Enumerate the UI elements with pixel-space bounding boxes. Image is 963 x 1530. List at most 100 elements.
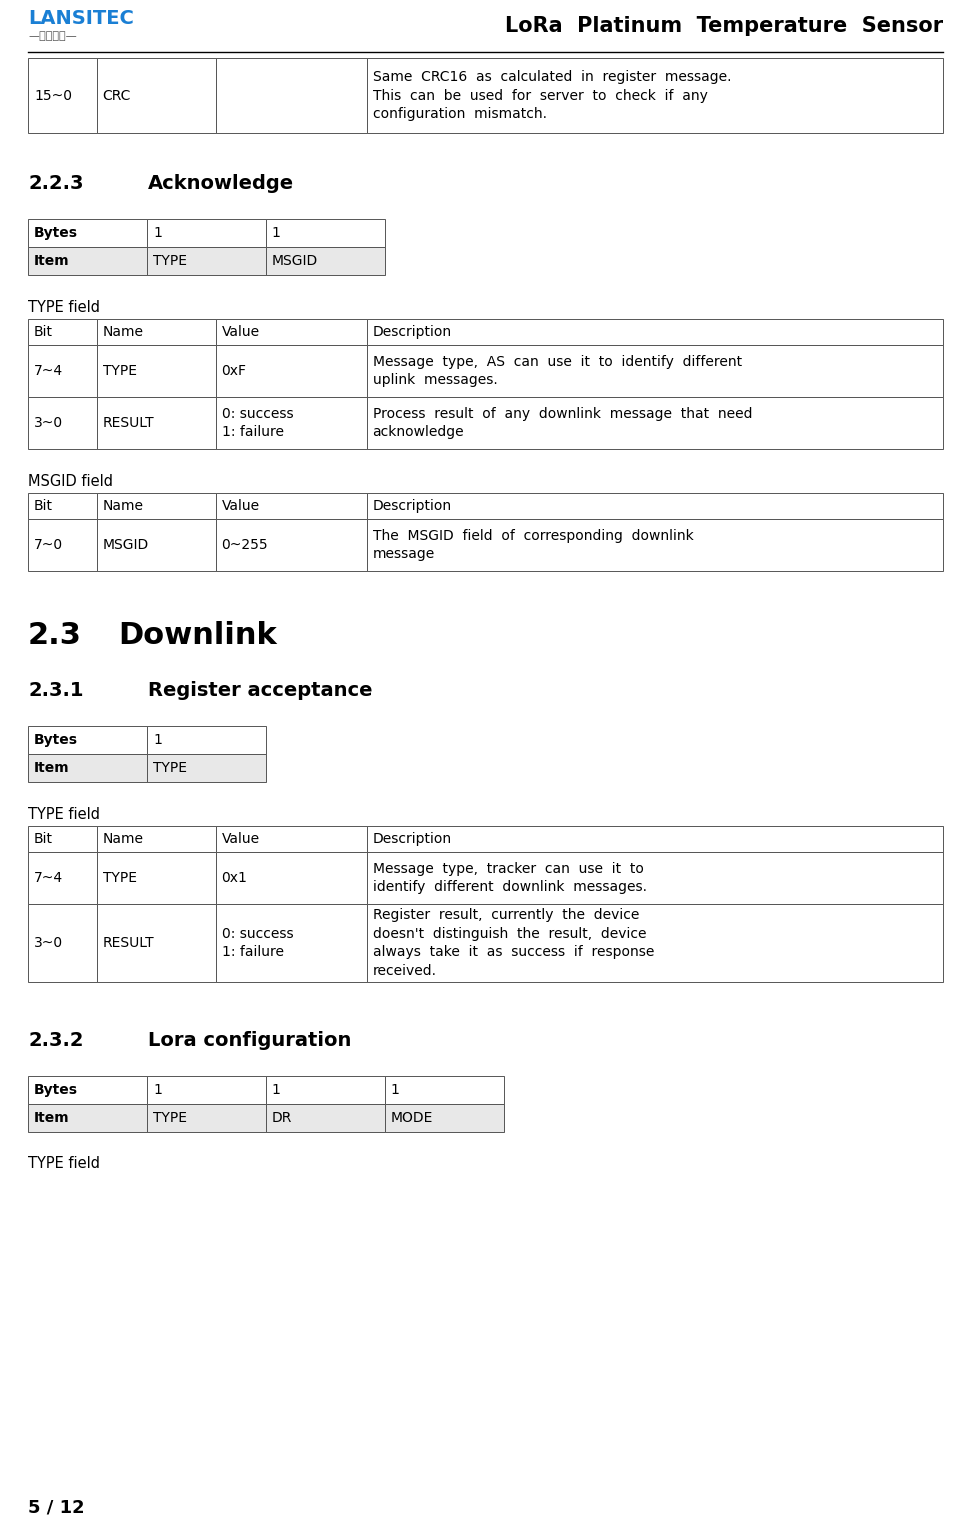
Text: 7~4: 7~4: [34, 871, 64, 884]
Bar: [216, 58, 367, 133]
Bar: [28, 1076, 147, 1105]
Bar: [147, 1105, 266, 1132]
Bar: [96, 58, 216, 133]
Bar: [266, 246, 385, 275]
Bar: [216, 826, 367, 852]
Text: LoRa  Platinum  Temperature  Sensor: LoRa Platinum Temperature Sensor: [505, 15, 943, 37]
Bar: [28, 344, 96, 396]
Text: Lora configuration: Lora configuration: [148, 1031, 351, 1050]
Bar: [28, 493, 96, 519]
Bar: [28, 727, 147, 754]
Text: Bit: Bit: [34, 499, 53, 513]
Bar: [385, 1076, 504, 1105]
Text: MSGID: MSGID: [272, 254, 318, 268]
Text: 0x1: 0x1: [221, 871, 247, 884]
Text: Register acceptance: Register acceptance: [148, 681, 373, 699]
Bar: [216, 493, 367, 519]
Text: 2.3.1: 2.3.1: [28, 681, 84, 699]
Bar: [367, 318, 943, 344]
Bar: [96, 904, 216, 982]
Text: Value: Value: [221, 499, 260, 513]
Text: Process  result  of  any  downlink  message  that  need
acknowledge: Process result of any downlink message t…: [373, 407, 752, 439]
Bar: [28, 904, 96, 982]
Bar: [147, 246, 266, 275]
Bar: [28, 519, 96, 571]
Bar: [147, 1076, 266, 1105]
Text: 15~0: 15~0: [34, 89, 72, 103]
Bar: [147, 754, 266, 782]
Text: 3~0: 3~0: [34, 416, 64, 430]
Text: 7~0: 7~0: [34, 539, 64, 552]
Bar: [28, 219, 147, 246]
Text: 0xF: 0xF: [221, 364, 247, 378]
Text: RESULT: RESULT: [103, 416, 154, 430]
Text: Item: Item: [34, 254, 69, 268]
Text: CRC: CRC: [103, 89, 131, 103]
Text: Value: Value: [221, 832, 260, 846]
Bar: [216, 519, 367, 571]
Text: TYPE field: TYPE field: [28, 1157, 100, 1172]
Text: MSGID field: MSGID field: [28, 473, 113, 488]
Text: Value: Value: [221, 324, 260, 340]
Bar: [28, 1105, 147, 1132]
Text: Name: Name: [103, 324, 143, 340]
Bar: [367, 493, 943, 519]
Bar: [96, 519, 216, 571]
Text: 0~255: 0~255: [221, 539, 269, 552]
Text: RESULT: RESULT: [103, 936, 154, 950]
Bar: [96, 852, 216, 904]
Text: Item: Item: [34, 1111, 69, 1125]
Text: Message  type,  tracker  can  use  it  to
identify  different  downlink  message: Message type, tracker can use it to iden…: [373, 861, 646, 894]
Text: 0: success
1: failure: 0: success 1: failure: [221, 407, 293, 439]
Text: Description: Description: [373, 832, 452, 846]
Bar: [28, 826, 96, 852]
Bar: [216, 344, 367, 396]
Bar: [28, 246, 147, 275]
Text: LANSITEC: LANSITEC: [28, 9, 134, 28]
Bar: [28, 396, 96, 448]
Text: TYPE field: TYPE field: [28, 806, 100, 822]
Text: 7~4: 7~4: [34, 364, 64, 378]
Text: DR: DR: [272, 1111, 293, 1125]
Bar: [28, 754, 147, 782]
Text: Bytes: Bytes: [34, 1083, 78, 1097]
Bar: [147, 727, 266, 754]
Text: Name: Name: [103, 832, 143, 846]
Bar: [147, 219, 266, 246]
Text: TYPE: TYPE: [103, 364, 137, 378]
Bar: [266, 219, 385, 246]
Text: 1: 1: [391, 1083, 400, 1097]
Text: Bit: Bit: [34, 324, 53, 340]
Text: 2.3.2: 2.3.2: [28, 1031, 84, 1050]
Bar: [367, 904, 943, 982]
Text: 1: 1: [153, 733, 162, 747]
Bar: [367, 826, 943, 852]
Bar: [96, 826, 216, 852]
Text: 1: 1: [272, 226, 281, 240]
Text: The  MSGID  field  of  corresponding  downlink
message: The MSGID field of corresponding downlin…: [373, 529, 693, 562]
Bar: [96, 396, 216, 448]
Text: MODE: MODE: [391, 1111, 433, 1125]
Text: TYPE: TYPE: [103, 871, 137, 884]
Text: Bit: Bit: [34, 832, 53, 846]
Bar: [216, 396, 367, 448]
Text: Description: Description: [373, 324, 452, 340]
Bar: [96, 344, 216, 396]
Bar: [28, 318, 96, 344]
Text: Bytes: Bytes: [34, 226, 78, 240]
Bar: [367, 519, 943, 571]
Bar: [367, 58, 943, 133]
Text: Name: Name: [103, 499, 143, 513]
Text: 5 / 12: 5 / 12: [28, 1499, 85, 1518]
Text: Register  result,  currently  the  device
doesn't  distinguish  the  result,  de: Register result, currently the device do…: [373, 909, 654, 978]
Text: TYPE field: TYPE field: [28, 300, 100, 315]
Bar: [28, 58, 96, 133]
Text: Acknowledge: Acknowledge: [148, 173, 294, 193]
Text: Message  type,  AS  can  use  it  to  identify  different
uplink  messages.: Message type, AS can use it to identify …: [373, 355, 742, 387]
Text: 3~0: 3~0: [34, 936, 64, 950]
Bar: [216, 904, 367, 982]
Text: —山电通信—: —山电通信—: [28, 31, 77, 41]
Text: TYPE: TYPE: [153, 760, 187, 776]
Bar: [266, 1105, 385, 1132]
Text: Description: Description: [373, 499, 452, 513]
